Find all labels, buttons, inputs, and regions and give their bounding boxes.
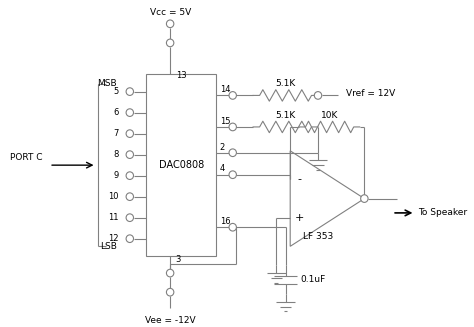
Text: To Speaker: To Speaker (418, 208, 467, 217)
Circle shape (361, 195, 368, 202)
Text: 7: 7 (113, 129, 118, 138)
Text: 5: 5 (113, 87, 118, 96)
Circle shape (126, 172, 134, 180)
Text: 15: 15 (220, 117, 230, 126)
Circle shape (166, 39, 174, 47)
Circle shape (166, 20, 174, 27)
Text: 9: 9 (113, 171, 118, 180)
Circle shape (126, 88, 134, 95)
Text: Vcc = 5V: Vcc = 5V (149, 8, 191, 17)
Text: LF 353: LF 353 (303, 232, 333, 241)
Text: 11: 11 (108, 213, 118, 222)
Text: LSB: LSB (100, 242, 117, 251)
Circle shape (126, 151, 134, 159)
Text: PORT C: PORT C (10, 153, 43, 162)
Text: DAC0808: DAC0808 (159, 160, 204, 170)
Text: -: - (298, 175, 301, 184)
Circle shape (126, 130, 134, 137)
Text: 3: 3 (176, 255, 181, 264)
Text: 16: 16 (220, 217, 230, 226)
Text: 0.1uF: 0.1uF (301, 275, 326, 284)
Text: 6: 6 (113, 108, 118, 117)
Circle shape (229, 223, 237, 231)
Circle shape (126, 214, 134, 221)
Circle shape (166, 288, 174, 296)
Text: 8: 8 (113, 150, 118, 159)
Text: Vee = -12V: Vee = -12V (145, 316, 195, 325)
Circle shape (229, 171, 237, 179)
Circle shape (126, 109, 134, 116)
Circle shape (126, 235, 134, 243)
Text: 5.1K: 5.1K (275, 111, 296, 120)
Circle shape (166, 269, 174, 277)
Text: 10: 10 (108, 192, 118, 201)
Text: 10K: 10K (321, 111, 338, 120)
Circle shape (314, 92, 322, 99)
Circle shape (126, 193, 134, 200)
Circle shape (229, 123, 237, 131)
Text: 4: 4 (220, 164, 225, 173)
Text: 5.1K: 5.1K (275, 79, 296, 89)
Text: MSB: MSB (97, 79, 117, 89)
Circle shape (229, 92, 237, 99)
Text: 14: 14 (220, 85, 230, 94)
Circle shape (229, 149, 237, 157)
Text: 13: 13 (176, 71, 186, 79)
Text: 12: 12 (108, 234, 118, 243)
Text: Vref = 12V: Vref = 12V (346, 89, 395, 98)
Bar (146, 75, 216, 256)
Text: 2: 2 (220, 143, 225, 151)
Text: +: + (295, 213, 304, 223)
